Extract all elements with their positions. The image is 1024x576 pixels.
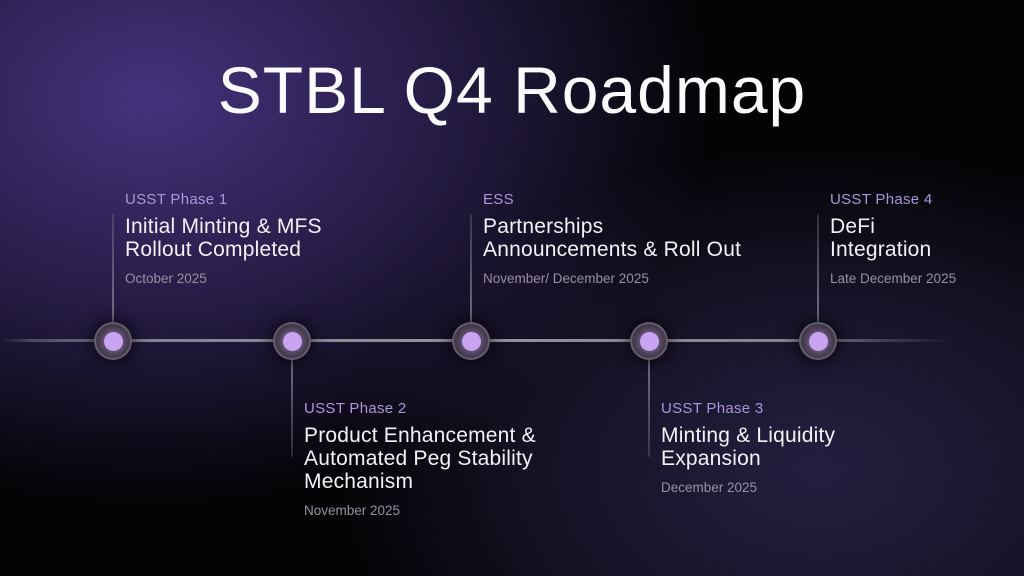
connector-line xyxy=(648,360,650,457)
milestone-date: November/ December 2025 xyxy=(483,271,649,286)
milestone-title: Minting & Liquidity Expansion xyxy=(661,424,836,470)
milestone-dot-core xyxy=(808,331,828,351)
milestone-phase-label: ESS xyxy=(483,191,514,208)
milestone-usst-phase-2: USST Phase 2 Product Enhancement & Autom… xyxy=(304,399,634,519)
milestone-title: DeFi Integration xyxy=(830,215,932,261)
milestone-dot-core xyxy=(282,331,302,351)
milestone-phase-label: USST Phase 2 xyxy=(304,400,407,417)
connector-line xyxy=(817,214,819,322)
milestone-dot-1 xyxy=(94,322,132,360)
milestone-date: October 2025 xyxy=(125,271,207,286)
milestone-title: Initial Minting & MFS Rollout Completed xyxy=(125,215,322,261)
milestone-dot-5 xyxy=(799,322,837,360)
milestone-phase-label: USST Phase 4 xyxy=(830,191,933,208)
milestone-phase-label: USST Phase 1 xyxy=(125,191,228,208)
connector-line xyxy=(470,214,472,322)
milestone-usst-phase-4: USST Phase 4 DeFi Integration Late Decem… xyxy=(830,190,1020,287)
milestone-dot-2 xyxy=(273,322,311,360)
milestone-dot-core xyxy=(103,331,123,351)
milestone-usst-phase-3: USST Phase 3 Minting & Liquidity Expansi… xyxy=(661,399,991,496)
connector-line xyxy=(291,360,293,457)
page-title: STBL Q4 Roadmap xyxy=(217,53,807,127)
milestone-dot-core xyxy=(461,331,481,351)
milestone-ess: ESS Partnerships Announcements & Roll Ou… xyxy=(483,190,813,287)
timeline-line xyxy=(0,339,1024,342)
milestone-title: Partnerships Announcements & Roll Out xyxy=(483,215,742,261)
connector-line xyxy=(112,214,114,322)
milestone-title: Product Enhancement & Automated Peg Stab… xyxy=(304,424,536,493)
milestone-date: Late December 2025 xyxy=(830,271,957,286)
milestone-dot-4 xyxy=(630,322,668,360)
milestone-date: December 2025 xyxy=(661,480,758,495)
milestone-dot-3 xyxy=(452,322,490,360)
milestone-phase-label: USST Phase 3 xyxy=(661,400,764,417)
milestone-date: November 2025 xyxy=(304,503,401,518)
milestone-usst-phase-1: USST Phase 1 Initial Minting & MFS Rollo… xyxy=(125,190,455,287)
milestone-dot-core xyxy=(639,331,659,351)
